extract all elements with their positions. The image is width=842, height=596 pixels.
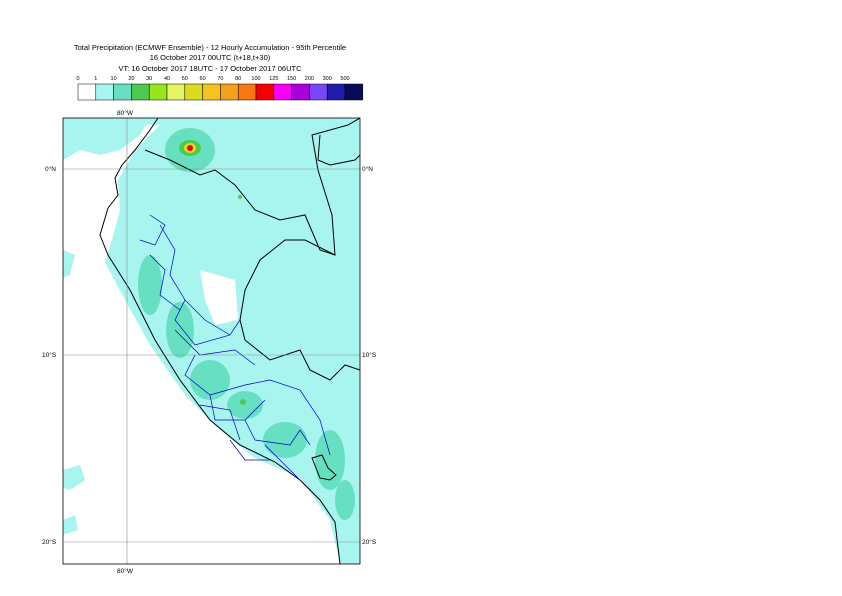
map-title-line1: Total Precipitation (ECMWF Ensemble) - 1… [73,43,347,52]
legend-tick-label: 500 [340,76,349,82]
lat-label-10s: 10°S [42,351,57,359]
legend-tick-label: 50 [182,76,188,82]
lat-label-20s-right: 20°S [362,538,377,546]
legend-tick-label: 0 [76,76,79,82]
legend-tick-label: 40 [164,76,170,82]
graticule [63,118,360,564]
no-precip-areas [63,160,335,564]
lon-label-bottom: 80°W [117,567,134,575]
lat-label-10s-right: 10°S [362,351,377,359]
legend-tick-label: 300 [323,76,332,82]
map-frame [62,117,361,565]
legend-tick-label: 60 [200,76,206,82]
heavy-precip-areas [179,140,246,405]
legend-tick-label: 80 [235,76,241,82]
lat-label-20s: 20°S [42,538,57,546]
legend-tick-label: 100 [251,76,260,82]
legend-swatch [344,83,364,101]
legend-tick-label: 20 [128,76,134,82]
lat-label-0-right: 0°N [362,165,373,173]
legend-tick-label: 30 [146,76,152,82]
regional-borders [139,214,331,481]
color-legend: 0 1 10 20 30 40 50 60 70 80 100 125 150 200 300 500 [76,76,364,101]
map-title-line3: VT: 16 October 2017 18UTC - 17 October 2… [118,64,302,73]
legend-tick-label: 70 [217,76,223,82]
lon-label-top: 80°W [117,109,134,117]
legend-tick-label: 10 [111,76,117,82]
country-borders [99,118,360,564]
lat-label-0: 0°N [45,165,56,173]
legend-tick-label: 125 [269,76,278,82]
legend-tick-label: 200 [305,76,314,82]
legend-tick-label: 1 [94,76,97,82]
map-title-line2: 16 October 2017 00UTC (t+18,t+30) [149,53,271,62]
legend-tick-label: 150 [287,76,296,82]
